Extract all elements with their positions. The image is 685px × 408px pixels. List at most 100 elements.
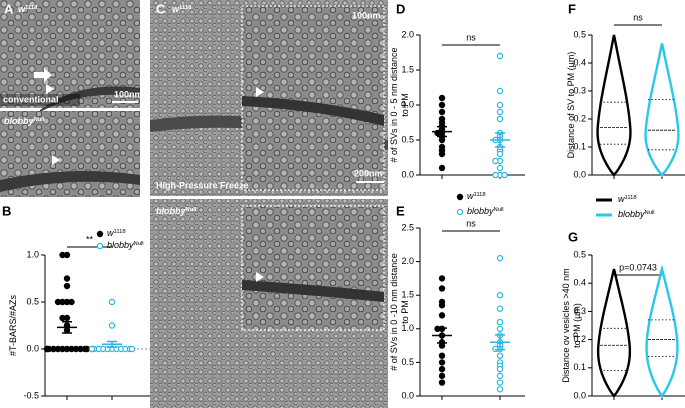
superscript: Null [134,241,144,247]
label-text: blobby [618,209,645,219]
y-tick-label: 0.0 [573,390,586,400]
data-point [496,352,504,359]
data-point [492,171,499,179]
y-tick-label: 0.0 [573,169,586,179]
arrowhead [52,155,60,165]
genotype-label: blobbyNull [4,116,45,126]
significance: ns [466,32,476,42]
data-point [438,302,446,309]
genotype-label: w1118 [172,4,192,14]
data-point [438,285,446,292]
membrane [242,96,384,126]
method-label: High-Pressure Freeze [156,180,249,190]
label-bg [0,94,80,106]
y-label-line: # of SVs in 0 -10 nm distance [389,253,399,371]
superscript: 1118 [179,5,192,11]
data-point [496,164,504,172]
data-point [496,255,504,262]
y-axis-label: Distance ov vesicles >40 nmto PM (µm) [561,268,582,382]
data-point [43,345,51,353]
superscript: Null [186,207,197,213]
panel-letter: E [396,203,405,218]
y-label-line: to PM (µm) [572,303,582,348]
scale-label: 100nm [114,89,143,99]
y-label-line: to PM [400,93,410,117]
y-tick-label: 0.3 [573,306,586,316]
data-point [496,305,504,312]
y-axis-label: Distance of SV to PM (µm) [566,52,576,159]
data-point [496,292,504,299]
data-point [59,314,66,322]
arrowhead [256,87,264,97]
significance: p=0.0743 [619,262,657,272]
legend-swatch [456,208,464,216]
y-tick-label: 1.0 [401,323,414,333]
y-tick-label: 0.4 [573,278,586,288]
superscript: 1118 [25,5,38,11]
data-point [54,298,62,306]
y-label-line: to PM [400,300,410,324]
data-point [438,365,446,373]
data-point [496,325,504,332]
panel-letter: C [156,1,166,16]
legend-swatch [456,193,464,201]
y-label-line: #T-BARS/#AZs [8,294,18,356]
y-tick-label: 1.5 [401,290,414,300]
y-tick-label: 0.0 [26,343,39,353]
y-tick-label: 2.0 [401,29,414,39]
y-tick-label: 1.0 [401,99,414,109]
data-point [128,345,136,353]
legend-swatch [96,230,104,238]
superscript: 1118 [474,192,486,198]
arrowhead [46,84,54,94]
data-point [438,342,446,349]
data-point [438,372,446,380]
arrowhead [256,272,264,282]
membrane [40,86,140,112]
y-tick-label: 0.5 [401,357,414,367]
y-tick-label: -0.5 [23,390,39,400]
label-text: w [172,4,180,14]
membrane [150,115,388,150]
y-tick-label: 0.5 [401,134,414,144]
superscript: Null [494,207,504,213]
data-point [496,372,504,380]
membrane [0,171,140,192]
data-point [108,298,116,306]
data-point [438,101,446,109]
data-point [59,251,66,259]
data-point [68,298,75,306]
data-point [492,157,499,165]
y-tick-label: 0.2 [573,334,586,344]
data-point [496,87,504,95]
data-point [496,150,504,158]
violin [596,268,632,398]
y-tick-label: 1.5 [401,64,414,74]
data-point [438,352,446,359]
data-point [496,52,504,60]
data-point [438,312,446,319]
label-text: w [467,191,474,201]
label-text: blobby [467,206,494,216]
em-images: A w1118 conventional 100nm blobbyNull C … [0,0,388,408]
superscript: 1118 [114,229,126,235]
y-axis-label: # of SVs in 0 - 5 nm distanceto PM [389,47,410,162]
superscript: Null [34,117,45,123]
data-point [438,108,446,116]
violin [645,264,679,399]
panel-letter: B [2,203,11,218]
y-tick-label: 0.0 [401,169,414,179]
data-point [496,318,504,326]
panel-letter: D [396,1,405,16]
superscript: 1118 [625,195,637,201]
data-point [496,386,504,393]
y-axis-label: #T-BARS/#AZs [8,294,18,356]
data-point [63,282,71,290]
y-tick-label: 2.5 [401,222,414,232]
genotype-label: blobbyNull [156,206,197,216]
data-point [438,275,446,282]
inset [241,205,385,331]
y-tick-label: 0.3 [573,85,586,95]
data-point [63,275,71,282]
data-point [438,379,446,386]
